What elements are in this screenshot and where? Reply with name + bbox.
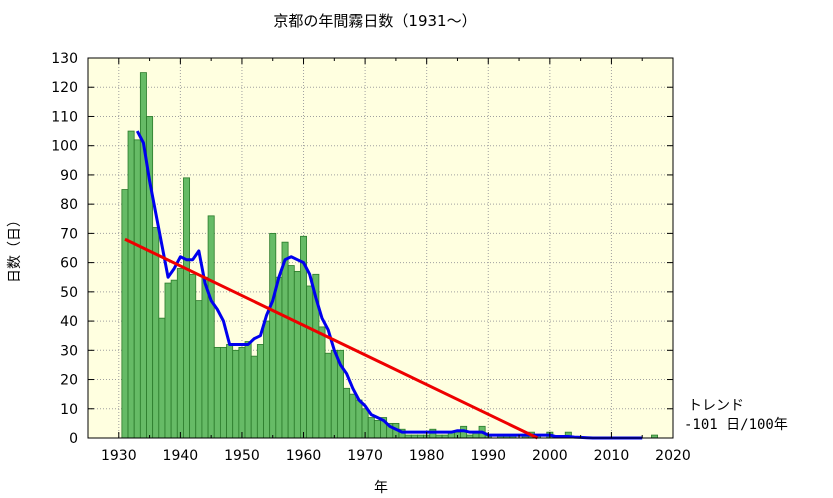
- bar: [189, 273, 197, 439]
- bar: [287, 265, 295, 439]
- bar: [256, 344, 264, 439]
- bar: [367, 417, 375, 439]
- bar: [164, 282, 172, 439]
- bar: [121, 189, 129, 439]
- bar: [343, 387, 351, 439]
- y-tick-label: 60: [60, 256, 78, 272]
- bar: [213, 346, 221, 439]
- y-tick-label: 90: [60, 168, 78, 184]
- x-tick-label: 1980: [409, 448, 445, 464]
- trend-value: -101 日/100年: [684, 417, 788, 433]
- x-tick-label: 2020: [655, 448, 691, 464]
- bar: [133, 139, 141, 439]
- bar: [293, 270, 301, 439]
- trend-label: トレンド: [688, 398, 744, 414]
- y-tick-label: 20: [60, 373, 78, 389]
- bar: [176, 268, 184, 439]
- bar: [226, 344, 234, 439]
- chart-title: 京都の年間霧日数（1931〜）: [273, 12, 476, 30]
- x-tick-label: 1930: [101, 448, 137, 464]
- bar: [127, 130, 135, 439]
- bar: [219, 346, 227, 439]
- y-axis-label: 日数（日）: [7, 213, 23, 283]
- bar: [183, 177, 191, 439]
- y-tick-label: 40: [60, 314, 78, 330]
- bar: [201, 276, 209, 439]
- bar: [373, 420, 381, 439]
- bar: [152, 227, 160, 439]
- x-tick-label: 1970: [347, 448, 383, 464]
- x-axis-label: 年: [374, 480, 388, 496]
- bar: [207, 215, 215, 439]
- bar: [244, 341, 252, 439]
- bar: [238, 346, 246, 439]
- bar: [349, 393, 357, 439]
- x-tick-label: 1950: [224, 448, 260, 464]
- y-tick-label: 50: [60, 285, 78, 301]
- bar: [275, 276, 283, 439]
- x-tick-label: 1990: [470, 448, 506, 464]
- bar: [263, 320, 271, 439]
- x-tick-label: 1960: [286, 448, 322, 464]
- line-series: [124, 130, 643, 440]
- y-tick-label: 130: [51, 51, 78, 67]
- bar: [139, 72, 147, 439]
- y-tick-label: 0: [69, 431, 78, 447]
- bar: [232, 349, 240, 439]
- y-tick-label: 100: [51, 139, 78, 155]
- bar: [324, 352, 332, 439]
- bar: [158, 317, 166, 439]
- y-tick-label: 10: [60, 402, 78, 418]
- plot-frame: [87, 57, 674, 439]
- bar: [281, 241, 289, 439]
- y-tick-label: 110: [51, 109, 78, 125]
- x-tick-label: 2010: [594, 448, 630, 464]
- y-tick-label: 30: [60, 343, 78, 359]
- bar: [170, 279, 178, 439]
- bar: [306, 285, 314, 439]
- axes: 0 10 20 30 40 50 60 70 80 90 100 110 120 130 1930 1940 1…: [51, 51, 691, 464]
- bar: [195, 300, 203, 439]
- moving-average-line: [135, 130, 643, 440]
- trend-line: [124, 237, 539, 440]
- y-tick-label: 120: [51, 80, 78, 96]
- x-tick-label: 2000: [532, 448, 568, 464]
- x-tick-label: 1940: [163, 448, 199, 464]
- bar: [269, 232, 277, 439]
- bar: [330, 349, 338, 439]
- bar: [355, 399, 363, 439]
- y-tick-label: 70: [60, 226, 78, 242]
- bar: [318, 326, 326, 439]
- bar: [250, 355, 258, 439]
- y-tick-label: 80: [60, 197, 78, 213]
